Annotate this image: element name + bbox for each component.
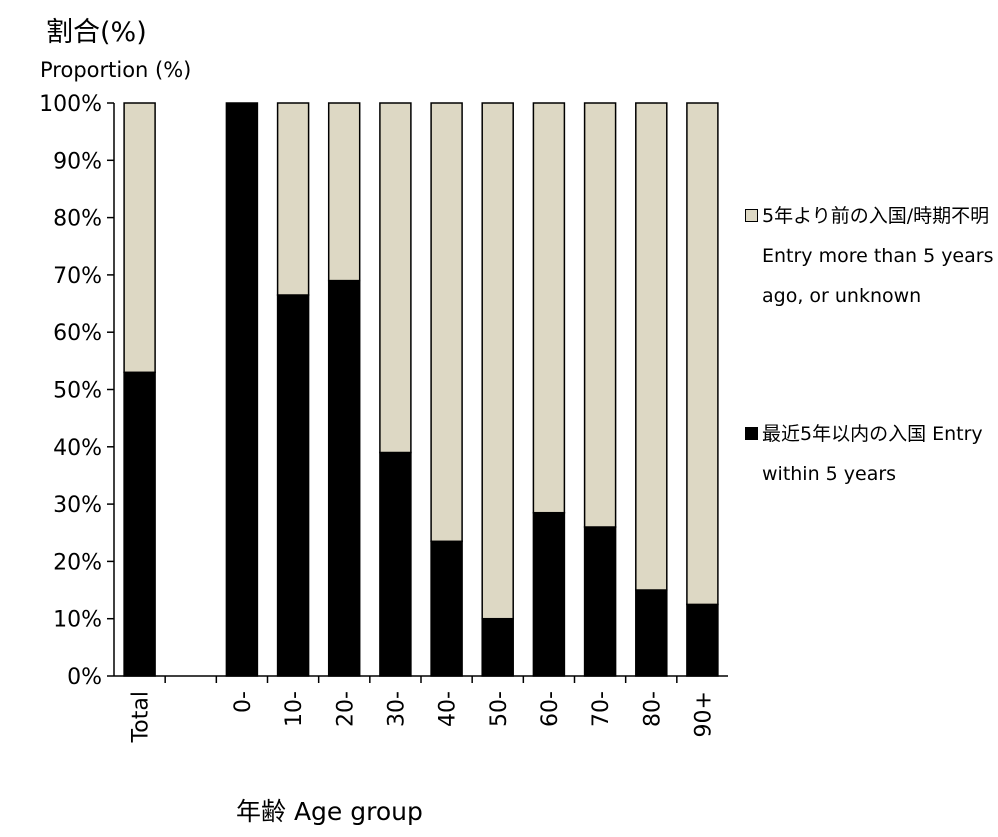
y-tick-label: 80% (53, 207, 102, 232)
x-tick-label-90: 90+ (691, 691, 716, 737)
x-tick-label-10: 10- (282, 691, 307, 727)
bar-recent-90 (686, 603, 719, 677)
x-tick-label-40: 40- (436, 691, 461, 727)
y-axis-title-en: Proportion (%) (40, 58, 192, 82)
x-tick-label-Total: Total (129, 691, 154, 743)
x-tick-label-60: 60- (538, 691, 563, 727)
bar-recent-40 (430, 540, 463, 677)
x-axis-title: 年齢 Age group (236, 797, 423, 826)
x-tick-label-20: 20- (333, 691, 358, 727)
y-tick-label: 10% (53, 608, 102, 633)
x-tick-label-0: 0- (231, 691, 256, 713)
bar-recent-10 (276, 294, 310, 677)
legend-swatch-recent-entry (745, 427, 758, 440)
bar-earlier-60 (532, 102, 566, 514)
legend-item-earlier-entry: 5年より前の入国/時期不明 Entry more than 5 years ag… (745, 196, 994, 316)
x-tick-label-50: 50- (487, 691, 512, 727)
stacked-bar-chart: 0% 10% 20% 30% 40% 50% 60% 70% 80% 90% 100% Total 0-… (39, 92, 728, 743)
bar-earlier-90 (686, 102, 719, 606)
x-tick-label-30: 30- (384, 691, 409, 727)
bar-earlier-20 (327, 102, 361, 282)
bar-recent-Total (123, 371, 156, 677)
bar-recent-70 (583, 526, 617, 677)
y-tick-label: 50% (53, 379, 102, 404)
y-tick-label: 70% (53, 264, 102, 289)
x-tick-label-70: 70- (589, 691, 614, 727)
bar-recent-50 (481, 617, 514, 677)
y-tick-label: 60% (53, 321, 102, 346)
y-tick-label: 40% (53, 436, 102, 461)
bar-earlier-30 (379, 102, 412, 454)
y-tick-label: 90% (53, 149, 102, 174)
y-tick-label: 30% (53, 493, 102, 518)
x-tick-label-80: 80- (640, 691, 665, 727)
bar-earlier-40 (430, 102, 463, 543)
y-tick-label: 20% (53, 550, 102, 575)
legend-swatch-earlier-entry (745, 209, 758, 222)
y-axis-title-ja: 割合(%) (46, 17, 147, 48)
bar-earlier-50 (481, 102, 514, 620)
bar-earlier-10 (276, 102, 310, 296)
bar-recent-80 (635, 589, 668, 677)
bar-recent-20 (327, 279, 361, 677)
y-tick-label: 0% (67, 665, 102, 690)
bar-earlier-70 (583, 102, 617, 528)
bar-recent-0 (225, 102, 259, 677)
y-tick-label: 100% (39, 92, 102, 117)
legend-label-recent-entry: 最近5年以内の入国 Entry within 5 years (762, 423, 983, 485)
bar-recent-60 (532, 511, 566, 677)
bar-earlier-80 (635, 102, 668, 591)
bar-recent-30 (379, 451, 412, 677)
legend-item-recent-entry: 最近5年以内の入国 Entry within 5 years (745, 414, 994, 494)
bar-earlier-Total (123, 102, 156, 374)
legend-label-earlier-entry: 5年より前の入国/時期不明 Entry more than 5 years ag… (762, 205, 994, 307)
